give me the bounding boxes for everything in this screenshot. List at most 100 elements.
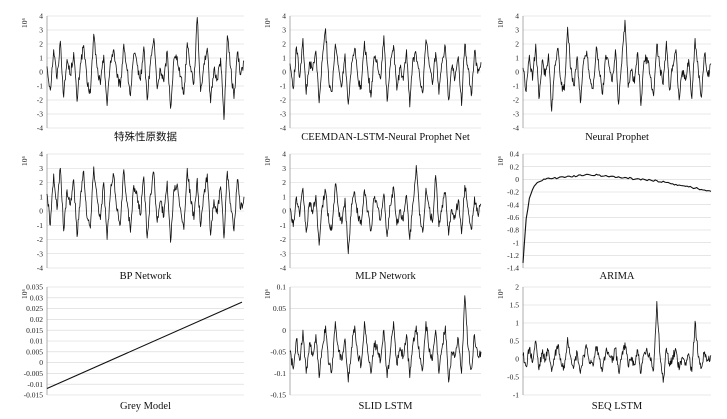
- series-line: [289, 295, 482, 383]
- y-tick-label: -1: [37, 82, 43, 91]
- y-tick-label: -1: [513, 82, 519, 91]
- y-tick-label: -4: [280, 264, 286, 273]
- y-tick-label: 0.02: [30, 315, 43, 324]
- y-tick-label: 0.005: [26, 347, 43, 356]
- y-axis-label: 10⁶: [496, 156, 505, 167]
- y-tick-label: 1: [515, 319, 519, 328]
- series-line: [522, 173, 712, 263]
- y-tick-label: 0.025: [26, 304, 43, 313]
- panel-title: ARIMA: [599, 271, 634, 282]
- y-tick-label: 0.4: [510, 150, 520, 159]
- y-tick-label: 0.015: [26, 326, 43, 335]
- y-axis-label: 10⁶: [263, 289, 272, 300]
- y-tick-label: -0.5: [507, 373, 519, 382]
- y-axis-label: 10⁶: [20, 289, 29, 300]
- y-tick-label: 0.035: [26, 283, 43, 292]
- panel-title: Grey Model: [120, 401, 171, 412]
- y-tick-label: 4: [39, 12, 43, 21]
- y-tick-label: -1.2: [507, 251, 519, 260]
- y-tick-label: -0.4: [507, 200, 519, 209]
- y-tick-label: 3: [515, 26, 519, 35]
- panel-title: BP Network: [120, 271, 173, 282]
- y-axis-label: 10⁶: [263, 156, 272, 167]
- y-tick-label: 1: [282, 192, 286, 201]
- series-line: [46, 301, 243, 390]
- y-tick-label: 0.5: [510, 337, 520, 346]
- y-tick-label: 2: [282, 178, 286, 187]
- y-tick-label: -3: [280, 249, 286, 258]
- y-tick-label: 3: [282, 26, 286, 35]
- y-tick-label: 0: [282, 207, 286, 216]
- chart-panel-1: 4 3 2 1 0 -1 -2 -3 -4 10⁶ 特殊性原数据: [20, 12, 245, 143]
- chart-panel-4: 4 3 2 1 0 -1 -2 -3 -4 10⁶ BP Network: [20, 150, 245, 282]
- y-tick-label: -0.1: [274, 369, 286, 378]
- y-tick-label: -0.005: [24, 369, 44, 378]
- y-tick-label: -1.4: [507, 264, 519, 273]
- y-tick-label: 0: [39, 68, 43, 77]
- series-line: [522, 19, 712, 112]
- chart-panel-2: 4 3 2 1 0 -1 -2 -3 -4 10⁶ CEEMDAN-LSTM-Neural Prop…: [263, 12, 482, 143]
- y-tick-label: 3: [282, 164, 286, 173]
- y-tick-label: -3: [37, 249, 43, 258]
- y-tick-label: -0.6: [507, 213, 519, 222]
- chart-panel-3: 4 3 2 1 0 -1 -2 -3 -4 10⁶ Neural Prophet: [496, 12, 712, 143]
- y-tick-label: -0.2: [507, 188, 519, 197]
- y-tick-label: -0.05: [270, 347, 286, 356]
- y-tick-label: 1: [515, 54, 519, 63]
- panel-title: CEEMDAN-LSTM-Neural Prophet Net: [301, 132, 470, 143]
- y-tick-label: -1: [37, 221, 43, 230]
- y-tick-label: -4: [513, 124, 519, 133]
- chart-panel-6: 0.4 0.2 0 -0.2 -0.4 -0.6 -0.8 -1 -1.2 -1.4 10⁶ ARIM…: [496, 150, 712, 282]
- y-tick-label: -3: [513, 110, 519, 119]
- y-tick-label: 2: [282, 40, 286, 49]
- chart-panel-8: 0.1 0.05 0 -0.05 -0.1 -0.15 10⁶ SLID LSTM: [263, 283, 482, 412]
- y-tick-label: 0: [39, 358, 43, 367]
- panel-title: 特殊性原数据: [114, 130, 177, 143]
- panel-title: SLID LSTM: [359, 401, 414, 412]
- series-line: [522, 301, 712, 383]
- y-tick-label: -4: [37, 264, 43, 273]
- chart-panel-9: 2 1.5 1 0.5 0 -0.5 -1 10⁶ SEQ LSTM: [496, 283, 712, 412]
- y-tick-label: 0.03: [30, 293, 43, 302]
- y-tick-label: -1: [513, 238, 519, 247]
- y-tick-label: 0.05: [273, 304, 286, 313]
- panel-title: MLP Network: [355, 271, 416, 282]
- y-tick-label: -0.8: [507, 226, 519, 235]
- y-tick-label: -3: [280, 110, 286, 119]
- y-tick-label: 0.1: [277, 283, 287, 292]
- y-axis-label: 10⁶: [20, 156, 29, 167]
- panel-title: SEQ LSTM: [592, 401, 643, 412]
- y-axis-label: 10⁶: [20, 18, 29, 29]
- y-tick-label: -2: [280, 235, 286, 244]
- y-axis-label: 10⁶: [496, 18, 505, 29]
- y-tick-label: -4: [280, 124, 286, 133]
- y-tick-label: 3: [39, 26, 43, 35]
- y-tick-label: -2: [513, 96, 519, 105]
- y-tick-label: 2: [39, 178, 43, 187]
- y-tick-label: 0: [515, 355, 519, 364]
- y-tick-label: -2: [37, 235, 43, 244]
- y-tick-label: -2: [37, 96, 43, 105]
- y-tick-label: -0.15: [270, 391, 286, 400]
- series-line: [46, 17, 245, 120]
- y-tick-label: 2: [39, 40, 43, 49]
- y-axis-label: 10⁶: [263, 18, 272, 29]
- y-tick-label: 2: [515, 40, 519, 49]
- y-tick-label: 1: [39, 192, 43, 201]
- series-line: [289, 28, 482, 108]
- y-tick-label: 0: [515, 68, 519, 77]
- panel-title: Neural Prophet: [585, 132, 649, 143]
- y-tick-label: 0.2: [510, 162, 520, 171]
- y-tick-label: -0.01: [27, 380, 43, 389]
- chart-panel-5: 4 3 2 1 0 -1 -2 -3 -4 10⁶ MLP Network: [263, 150, 482, 282]
- y-tick-label: 2: [515, 283, 519, 292]
- series-line: [46, 166, 245, 243]
- y-tick-label: 0: [282, 68, 286, 77]
- y-tick-label: 1: [282, 54, 286, 63]
- y-tick-label: 4: [39, 150, 43, 159]
- y-tick-label: -0.015: [24, 391, 44, 400]
- y-tick-label: 0: [282, 326, 286, 335]
- y-tick-label: 1: [39, 54, 43, 63]
- y-tick-label: 0.01: [30, 337, 43, 346]
